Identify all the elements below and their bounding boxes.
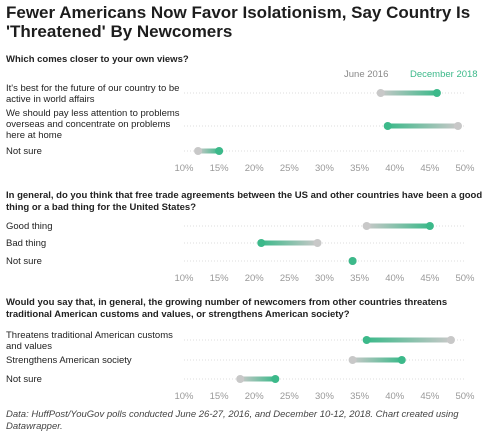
x-tick-label: 35% [350, 273, 370, 284]
x-tick-label: 35% [350, 163, 370, 174]
row-label: Not sure [6, 374, 42, 385]
dot-december-2018 [432, 89, 441, 97]
dot-june-2016 [194, 147, 203, 155]
chart-title: Fewer Americans Now Favor Isolationism, … [6, 3, 471, 41]
legend-end: December 2018 [410, 69, 478, 80]
x-tick-label: 25% [280, 391, 300, 402]
source-note: Data: HuffPost/YouGov polls conducted Ju… [6, 409, 459, 432]
dot-june-2016 [362, 222, 371, 230]
row-label: Good thing [6, 221, 53, 232]
x-tick-label: 45% [420, 391, 440, 402]
x-tick-label: 25% [280, 163, 300, 174]
x-tick-label: 15% [210, 391, 230, 402]
x-tick-label: 15% [210, 163, 230, 174]
x-tick-label: 20% [245, 391, 265, 402]
x-tick-label: 10% [174, 163, 194, 174]
x-tick-label: 45% [420, 163, 440, 174]
row-label: It's best for the future of our country … [6, 83, 180, 105]
row-label: Threatens traditional American customs a… [6, 330, 173, 352]
dot-june-2016 [376, 89, 385, 97]
dot-december-2018 [425, 222, 434, 230]
row-label: Strengthens American society [6, 355, 132, 366]
dot-december-2018 [383, 122, 392, 130]
legend-start: June 2016 [344, 69, 389, 80]
question-1: Which comes closer to your own views? [6, 54, 189, 65]
question-3: Would you say that, in general, the grow… [6, 297, 448, 320]
x-tick-label: 30% [315, 273, 335, 284]
x-tick-label: 40% [385, 163, 405, 174]
dot-june-2016 [446, 336, 455, 344]
row-label: Bad thing [6, 238, 47, 249]
row-label: Not sure [6, 256, 42, 267]
x-tick-label: 20% [245, 163, 265, 174]
x-tick-label: 10% [174, 273, 194, 284]
x-tick-label: 30% [315, 391, 335, 402]
x-tick-label: 25% [280, 273, 300, 284]
dot-december-2018 [215, 147, 224, 155]
dot-june-2016 [236, 375, 245, 383]
x-tick-label: 50% [455, 163, 475, 174]
dot-june-2016 [453, 122, 462, 130]
dot-december-2018 [271, 375, 280, 383]
x-tick-label: 20% [245, 273, 265, 284]
dot-december-2018 [362, 336, 371, 344]
dot-december-2018 [257, 239, 266, 247]
row-label: Not sure [6, 146, 42, 157]
dot-december-2018 [397, 356, 406, 364]
x-tick-label: 45% [420, 273, 440, 284]
dot-june-2016 [348, 356, 357, 364]
question-2: In general, do you think that free trade… [6, 190, 483, 213]
x-tick-label: 30% [315, 163, 335, 174]
x-tick-label: 15% [210, 273, 230, 284]
x-tick-label: 40% [385, 273, 405, 284]
x-tick-label: 50% [455, 391, 475, 402]
x-tick-label: 40% [385, 391, 405, 402]
x-tick-label: 10% [174, 391, 194, 402]
row-label: We should pay less attention to problems… [6, 108, 180, 141]
dot-june-2016 [313, 239, 322, 247]
x-tick-label: 50% [455, 273, 475, 284]
dot-december-2018 [348, 257, 357, 265]
x-tick-label: 35% [350, 391, 370, 402]
